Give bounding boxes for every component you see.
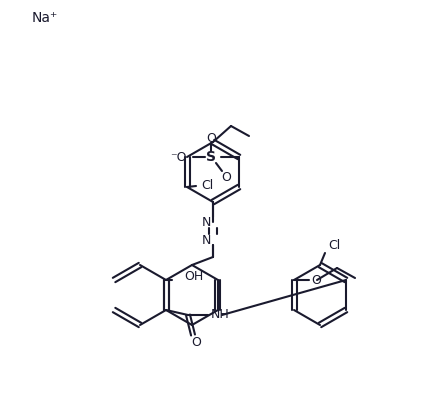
Text: S: S bbox=[206, 150, 216, 164]
Text: OH: OH bbox=[184, 271, 203, 284]
Text: O: O bbox=[221, 171, 231, 184]
Text: N: N bbox=[202, 216, 211, 229]
Text: NH: NH bbox=[211, 309, 230, 322]
Text: O: O bbox=[311, 273, 321, 286]
Text: Cl: Cl bbox=[328, 238, 340, 251]
Text: O: O bbox=[206, 132, 216, 145]
Text: Cl: Cl bbox=[201, 178, 213, 191]
Text: ⁻O: ⁻O bbox=[170, 151, 187, 164]
Text: O: O bbox=[191, 336, 201, 349]
Text: Na⁺: Na⁺ bbox=[32, 11, 58, 25]
Text: N: N bbox=[202, 234, 211, 247]
